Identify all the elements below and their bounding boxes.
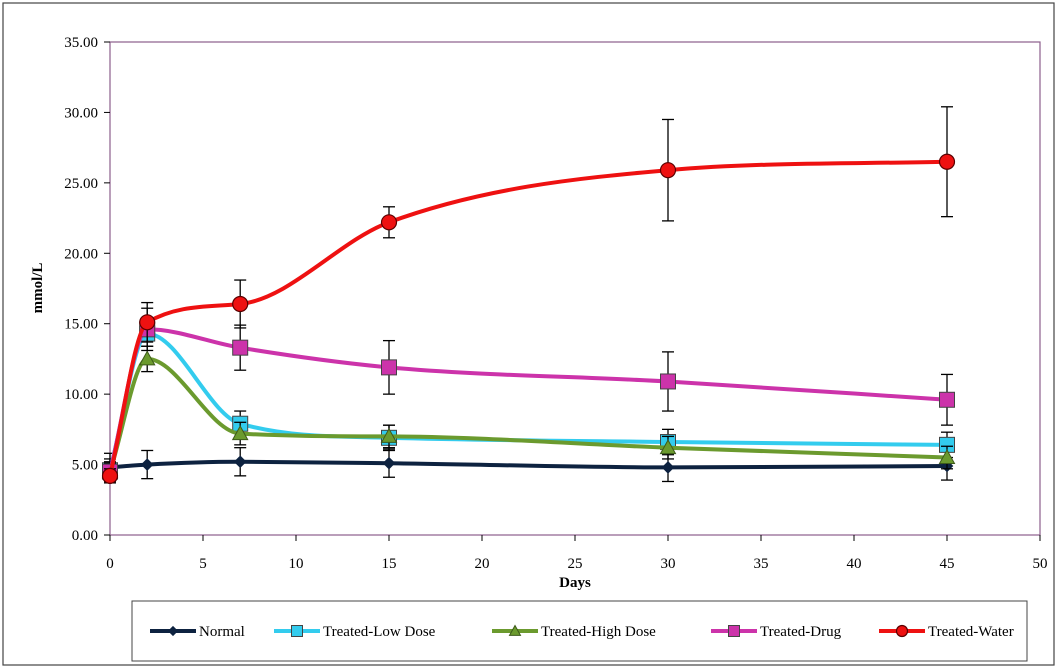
x-tick-label: 10 <box>289 556 304 572</box>
legend-label: Treated-Water <box>928 624 1014 640</box>
legend-label: Treated-High Dose <box>541 624 656 640</box>
y-tick-label: 35.00 <box>64 35 98 51</box>
data-point <box>660 373 676 390</box>
series-layer <box>101 106 956 484</box>
x-tick-label: 5 <box>199 556 207 572</box>
legend-item: Treated-Drug <box>711 624 842 640</box>
data-point <box>382 456 396 470</box>
data-point <box>232 339 249 356</box>
data-point <box>659 439 677 455</box>
y-tick-label: 20.00 <box>64 246 98 262</box>
data-point <box>381 359 397 376</box>
x-axis-title: Days <box>559 575 591 591</box>
data-point <box>232 295 249 313</box>
series-treated-water <box>101 106 956 484</box>
x-tick-label: 15 <box>382 556 397 572</box>
data-point <box>139 314 156 331</box>
legend-label: Treated-Low Dose <box>323 624 436 640</box>
plot-area <box>109 41 1041 536</box>
x-tick-label: 40 <box>847 556 862 572</box>
data-point <box>233 455 247 469</box>
legend-item: Treated-High Dose <box>492 624 656 640</box>
data-point <box>661 461 675 474</box>
x-tick-label: 35 <box>754 556 769 572</box>
x-tick-label: 20 <box>475 556 490 572</box>
data-point <box>938 153 956 170</box>
x-tick-label: 45 <box>940 556 955 572</box>
y-tick-label: 15.00 <box>64 317 98 333</box>
legend: Normal Treated-Low Dose Treated-High Dose T… <box>150 624 1014 640</box>
y-axis-title: mmol/L <box>30 263 46 314</box>
x-axis: 0 5 10 15 20 25 30 35 40 45 50 <box>106 535 1048 572</box>
y-tick-label: 10.00 <box>64 387 98 403</box>
legend-item: Normal <box>150 624 245 640</box>
y-tick-label: 0.00 <box>72 528 98 544</box>
data-point <box>140 458 154 471</box>
legend-label: Treated-Drug <box>760 624 842 640</box>
data-point <box>659 162 677 179</box>
data-point <box>938 448 956 465</box>
y-axis: 0.00 5.00 10.00 15.00 20.00 25.00 30.00 35.00 <box>64 35 110 544</box>
data-point <box>939 391 955 408</box>
y-tick-label: 5.00 <box>72 458 98 474</box>
x-tick-label: 0 <box>106 556 114 572</box>
legend-marker <box>508 624 522 636</box>
data-point <box>380 427 398 443</box>
x-tick-label: 50 <box>1033 556 1048 572</box>
y-tick-label: 25.00 <box>64 176 98 192</box>
legend-marker <box>167 625 179 637</box>
y-tick-label: 30.00 <box>64 105 98 121</box>
x-tick-label: 30 <box>661 556 676 572</box>
legend-marker <box>895 624 909 638</box>
data-point <box>101 467 119 484</box>
legend-item: Treated-Water <box>879 624 1014 640</box>
data-point <box>231 425 249 441</box>
legend-marker <box>291 625 303 637</box>
legend-item: Treated-Low Dose <box>274 624 436 640</box>
data-point <box>380 214 398 231</box>
data-point <box>138 350 156 366</box>
x-tick-label: 25 <box>568 556 583 572</box>
legend-label: Normal <box>199 624 245 640</box>
legend-marker <box>728 625 740 637</box>
